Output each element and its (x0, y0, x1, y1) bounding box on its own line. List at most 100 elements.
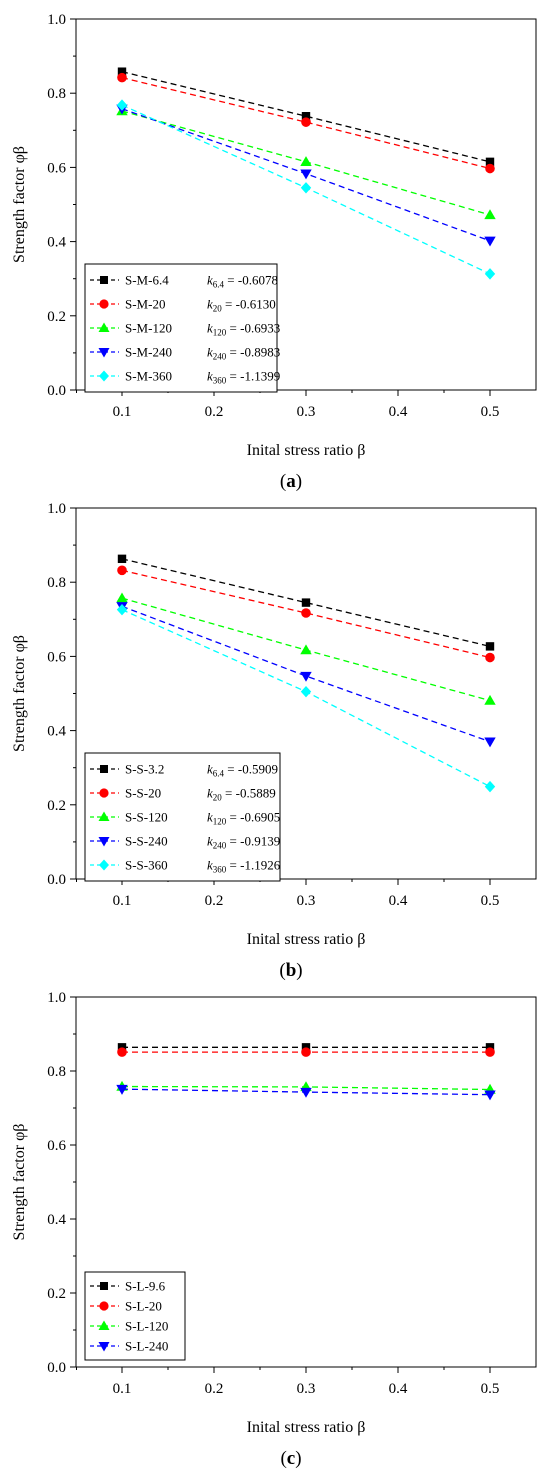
data-point (116, 99, 128, 111)
x-tick-label: 0.2 (205, 893, 224, 909)
data-point (301, 117, 311, 127)
legend-k-value: -0.6130 (236, 297, 276, 312)
legend-k-value: -0.9139 (240, 834, 280, 849)
panel-label: (a) (280, 471, 302, 492)
y-tick-label: 0.0 (47, 1360, 66, 1376)
legend-k-value: -0.6078 (238, 273, 278, 288)
data-point (301, 112, 311, 121)
data-point (300, 685, 312, 698)
x-tick-label: 0.4 (389, 893, 408, 909)
series-S-L-240 (116, 1084, 496, 1101)
x-axis-title: Inital stress ratio β (247, 442, 366, 459)
data-point (301, 1047, 311, 1057)
data-point (117, 67, 127, 76)
x-tick-label: 0.4 (389, 404, 408, 420)
legend-label: S-S-120 (125, 810, 168, 825)
data-point (300, 1087, 312, 1098)
series-S-S-360 (116, 603, 496, 793)
data-point (300, 169, 312, 180)
legend-k-sub: 120 (213, 328, 227, 338)
y-tick-label: 0.6 (47, 649, 66, 665)
series-S-L-9.6 (117, 1043, 495, 1052)
legend-k-value: -0.6933 (240, 321, 280, 336)
legend: S-S-3.2 k6.4 = -0.5909 S-S-20 k20 = -0.5889… (84, 752, 281, 882)
y-tick-label: 0.4 (47, 724, 66, 740)
y-axis-title: Strength factor φβ (11, 635, 28, 752)
data-point (117, 72, 127, 83)
data-point (301, 608, 311, 618)
data-point (300, 182, 312, 194)
x-tick-label: 0.3 (297, 404, 316, 420)
legend-marker (100, 276, 108, 284)
legend-label: S-L-9.6 (125, 1279, 166, 1294)
series-S-S-120 (116, 592, 496, 705)
data-point (116, 592, 128, 603)
legend-k: k240 = -0.9139 (207, 834, 280, 851)
legend-k-sub: 6.4 (213, 769, 225, 779)
data-point (116, 1084, 128, 1095)
data-point (484, 780, 496, 793)
legend-marker (99, 299, 109, 309)
x-tick-label: 0.2 (205, 404, 224, 420)
data-point (301, 1043, 311, 1052)
legend-k-value: -0.8983 (240, 345, 280, 360)
legend-label: S-M-120 (125, 321, 172, 336)
y-tick-label: 0.0 (47, 872, 66, 888)
legend-box (84, 752, 281, 882)
y-tick-label: 0.8 (47, 1064, 66, 1080)
legend-label: S-M-360 (125, 369, 172, 384)
legend-marker (98, 1320, 110, 1330)
legend-marker (99, 1301, 109, 1311)
series-line (121, 71, 491, 163)
legend-k: k20 = -0.5889 (207, 786, 276, 803)
y-tick-label: 0.4 (47, 235, 66, 251)
legend-label: S-L-240 (125, 1339, 168, 1354)
x-tick-label: 0.1 (113, 404, 132, 420)
data-point (484, 737, 496, 748)
legend: S-L-9.6 S-L-20 S-L-120 S-L-240 (84, 1271, 186, 1361)
y-tick-label: 0.2 (47, 1286, 66, 1302)
legend-k-sub: 360 (213, 376, 227, 386)
data-point (117, 554, 127, 564)
legend-label: S-S-3.2 (125, 762, 164, 777)
legend-k: k360 = -1.1926 (207, 858, 281, 875)
data-point (485, 163, 495, 174)
legend-k-sub: 120 (213, 817, 227, 827)
series-S-M-6.4 (117, 67, 495, 167)
data-point (485, 1047, 495, 1057)
legend-label: S-M-20 (125, 297, 165, 312)
legend-marker (98, 1342, 110, 1352)
data-point (484, 268, 496, 280)
x-axis-title: Inital stress ratio β (247, 1419, 366, 1436)
legend-k: k120 = -0.6933 (207, 321, 280, 338)
panel-label: (c) (280, 1448, 301, 1469)
x-tick-label: 0.3 (297, 893, 316, 909)
legend-k: k360 = -1.1399 (207, 369, 280, 386)
legend-marker (100, 765, 108, 773)
legend-k-sub: 20 (213, 304, 223, 314)
data-point (300, 671, 312, 682)
legend-k: k20 = -0.6130 (207, 297, 276, 314)
data-point (485, 157, 495, 167)
legend-label: S-S-360 (125, 858, 168, 873)
data-point (485, 642, 495, 651)
legend-label: S-S-20 (125, 786, 161, 801)
legend-k-sub: 360 (213, 865, 227, 875)
data-point (484, 694, 496, 705)
legend-k-value: -0.5909 (238, 762, 278, 777)
legend-k-value: -1.1399 (240, 369, 280, 384)
legend-k: k240 = -0.8983 (207, 345, 280, 362)
data-point (116, 603, 128, 616)
x-tick-label: 0.2 (205, 1381, 224, 1397)
y-tick-label: 1.0 (47, 990, 66, 1006)
chart-panel-b: 0.1 0.2 0.3 0.4 0.5 0.0 0.2 0.4 0.6 0.8 1.0 Inital … (11, 501, 537, 981)
legend: S-M-6.4 k6.4 = -0.6078 S-M-20 k20 = -0.6130… (84, 263, 280, 393)
series-line (121, 558, 491, 648)
legend-k-sub: 6.4 (213, 280, 225, 290)
legend-marker (100, 1282, 108, 1290)
series-S-S-240 (116, 602, 496, 748)
legend-k-value: -1.1926 (240, 858, 281, 873)
series-line (121, 76, 491, 170)
y-tick-label: 0.0 (47, 383, 66, 399)
data-point (117, 1047, 127, 1057)
